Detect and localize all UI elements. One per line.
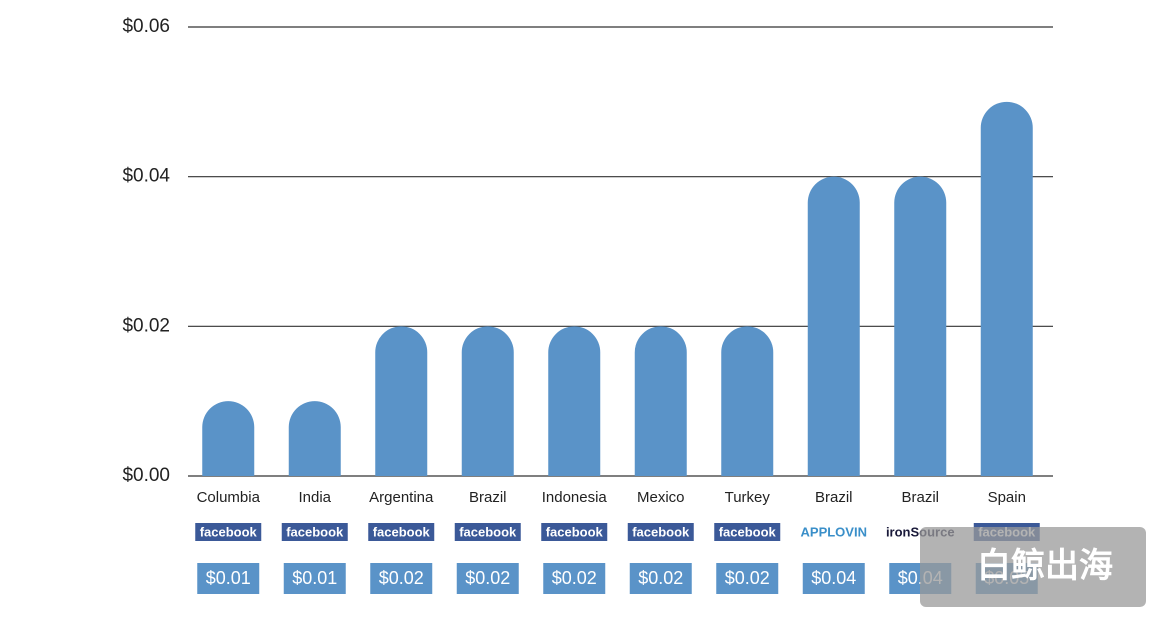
- value-label-box: [197, 563, 260, 594]
- bar: [375, 326, 428, 476]
- value-label: $0.02: [552, 568, 597, 588]
- x-tick-label: Brazil: [901, 489, 939, 506]
- x-tick-label: Columbia: [197, 489, 261, 506]
- bar: [807, 176, 860, 476]
- value-label: $0.04: [811, 568, 856, 588]
- watermark: 白鲸出海: [920, 527, 1146, 607]
- network-badge: [714, 523, 781, 541]
- network-name: facebook: [286, 524, 344, 539]
- value-label: $0.02: [725, 568, 770, 588]
- value-label: $0.02: [379, 568, 424, 588]
- bar: [634, 326, 687, 476]
- bar: [894, 176, 947, 476]
- value-label: $0.02: [465, 568, 510, 588]
- value-label-box: [456, 563, 519, 594]
- network-name: facebook: [546, 524, 604, 539]
- value-label-box: [802, 563, 865, 594]
- y-tick-label: $0.06: [122, 16, 170, 37]
- y-tick-label: $0.00: [122, 465, 170, 486]
- network-badge: [454, 523, 521, 541]
- x-tick-label: Brazil: [815, 489, 853, 506]
- network-name: facebook: [373, 524, 431, 539]
- y-tick-label: $0.04: [122, 166, 170, 187]
- x-tick-label: Spain: [988, 489, 1026, 506]
- value-label-box: [543, 563, 606, 594]
- value-label: $0.01: [206, 568, 251, 588]
- value-label-box: [716, 563, 779, 594]
- y-tick-label: $0.02: [122, 315, 170, 336]
- value-label-box: [629, 563, 692, 594]
- x-tick-label: Argentina: [369, 489, 434, 506]
- network-badge: [281, 523, 348, 541]
- value-label: $0.01: [292, 568, 337, 588]
- bar: [721, 326, 774, 476]
- x-tick-label: Turkey: [725, 489, 771, 506]
- bar: [461, 326, 514, 476]
- bar: [202, 401, 255, 476]
- value-label-box: [283, 563, 346, 594]
- watermark-box: [920, 527, 1146, 607]
- value-label-box: [370, 563, 433, 594]
- bar: [548, 326, 601, 476]
- network-name: facebook: [459, 524, 517, 539]
- network-name: facebook: [200, 524, 258, 539]
- x-tick-label: India: [298, 489, 331, 506]
- value-label: $0.02: [638, 568, 683, 588]
- network-badge: [368, 523, 435, 541]
- bar: [288, 401, 341, 476]
- network-name: APPLOVIN: [801, 524, 867, 539]
- x-tick-label: Mexico: [637, 489, 685, 506]
- x-tick-label: Indonesia: [542, 489, 608, 506]
- watermark-text: 白鲸出海: [977, 547, 1113, 585]
- network-badge: [627, 523, 694, 541]
- network-badge: [195, 523, 262, 541]
- network-badge: [541, 523, 608, 541]
- network-badge: [800, 523, 867, 541]
- x-tick-label: Brazil: [469, 489, 507, 506]
- bar: [980, 101, 1033, 476]
- network-name: facebook: [632, 524, 690, 539]
- network-name: facebook: [719, 524, 777, 539]
